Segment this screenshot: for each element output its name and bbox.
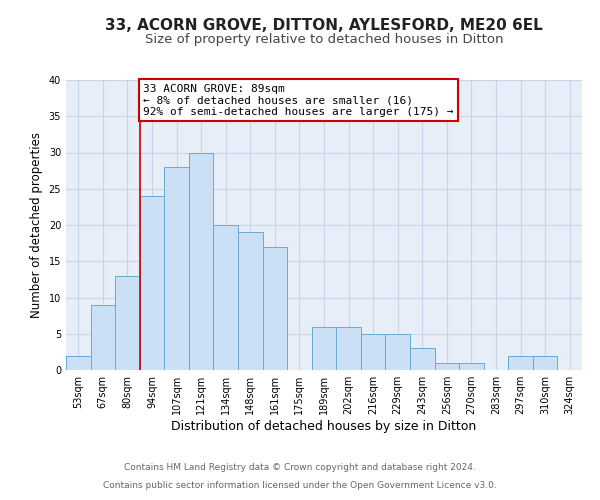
Bar bbox=[508, 356, 533, 370]
Bar bbox=[189, 152, 214, 370]
Bar bbox=[66, 356, 91, 370]
Bar bbox=[434, 363, 459, 370]
Bar bbox=[336, 326, 361, 370]
Text: Contains HM Land Registry data © Crown copyright and database right 2024.: Contains HM Land Registry data © Crown c… bbox=[124, 464, 476, 472]
Bar bbox=[164, 167, 189, 370]
Bar bbox=[459, 363, 484, 370]
Bar bbox=[238, 232, 263, 370]
Bar bbox=[214, 225, 238, 370]
Y-axis label: Number of detached properties: Number of detached properties bbox=[30, 132, 43, 318]
Bar bbox=[312, 326, 336, 370]
Bar bbox=[91, 304, 115, 370]
Bar bbox=[263, 246, 287, 370]
Text: 33, ACORN GROVE, DITTON, AYLESFORD, ME20 6EL: 33, ACORN GROVE, DITTON, AYLESFORD, ME20… bbox=[105, 18, 543, 32]
Bar bbox=[115, 276, 140, 370]
Bar bbox=[533, 356, 557, 370]
Bar bbox=[410, 348, 434, 370]
Text: Contains public sector information licensed under the Open Government Licence v3: Contains public sector information licen… bbox=[103, 481, 497, 490]
Bar bbox=[140, 196, 164, 370]
X-axis label: Distribution of detached houses by size in Ditton: Distribution of detached houses by size … bbox=[172, 420, 476, 433]
Text: 33 ACORN GROVE: 89sqm
← 8% of detached houses are smaller (16)
92% of semi-detac: 33 ACORN GROVE: 89sqm ← 8% of detached h… bbox=[143, 84, 454, 117]
Bar bbox=[385, 334, 410, 370]
Text: Size of property relative to detached houses in Ditton: Size of property relative to detached ho… bbox=[145, 32, 503, 46]
Bar bbox=[361, 334, 385, 370]
